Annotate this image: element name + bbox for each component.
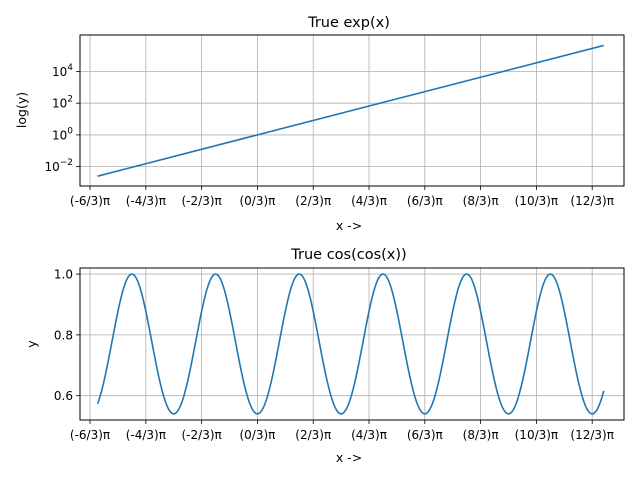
coscos-x-tick-label: (12/3)π	[570, 428, 614, 442]
exp-x-ticks: (-6/3)π (-4/3)π (-2/3)π (0/3)π (2/3)π (4/3)π (…	[70, 186, 614, 208]
exp-y-tick-base: 10	[44, 160, 59, 174]
coscos-x-tick-label: (6/3)π	[407, 428, 443, 442]
coscos-x-tick-label: (-6/3)π	[70, 428, 110, 442]
exp-x-tick-label: (-2/3)π	[182, 194, 222, 208]
exp-x-tick-label: (8/3)π	[463, 194, 499, 208]
coscos-y-ticks: 0.6 0.8 1.0	[54, 268, 80, 403]
coscos-x-tick-label: (2/3)π	[295, 428, 331, 442]
coscos-x-ticks: (-6/3)π (-4/3)π (-2/3)π (0/3)π (2/3)π (4/3)π (…	[70, 420, 614, 442]
exp-y-tick-label: 102	[52, 95, 73, 111]
exp-y-tick-label: 104	[52, 63, 73, 79]
coscos-x-tick-label: (-2/3)π	[182, 428, 222, 442]
exp-grid	[80, 35, 624, 186]
exp-series-line	[97, 44, 604, 177]
exp-y-tick-exponent: 4	[67, 63, 73, 73]
coscos-y-tick-label: 0.8	[54, 328, 73, 342]
exp-x-tick-label: (12/3)π	[570, 194, 614, 208]
exp-y-tick-base: 10	[52, 128, 67, 142]
exp-series	[97, 44, 604, 177]
exp-x-axis-label: x ->	[336, 218, 362, 233]
exp-y-tick-base: 10	[52, 97, 67, 111]
exp-x-tick-label: (6/3)π	[407, 194, 443, 208]
exp-y-tick-label: 100	[52, 126, 73, 142]
exp-y-tick-exponent: 2	[67, 95, 73, 105]
exp-x-tick-label: (-4/3)π	[126, 194, 166, 208]
coscos-x-tick-label: (-4/3)π	[126, 428, 166, 442]
coscos-y-tick-label: 0.6	[54, 389, 73, 403]
coscos-x-tick-label: (4/3)π	[351, 428, 387, 442]
exp-x-tick-label: (10/3)π	[515, 194, 559, 208]
exp-axes-frame	[79, 34, 625, 187]
coscos-axes-frame	[79, 267, 625, 421]
exp-x-tick-label: (4/3)π	[351, 194, 387, 208]
coscos-series-line	[96, 273, 605, 415]
exp-y-tick-exponent: −2	[60, 158, 73, 168]
coscos-y-tick-label: 1.0	[54, 268, 73, 282]
coscos-panel: (-6/3)π (-4/3)π (-2/3)π (0/3)π (2/3)π (4/3)π (…	[24, 247, 625, 465]
exp-title: True exp(x)	[307, 15, 390, 31]
exp-y-tick-label: 10−2	[44, 158, 73, 174]
coscos-x-tick-label: (10/3)π	[515, 428, 559, 442]
coscos-series	[96, 273, 605, 415]
coscos-title: True cos(cos(x))	[290, 247, 406, 263]
coscos-grid	[80, 268, 624, 420]
exp-y-axis-label: log(y)	[14, 92, 29, 128]
exp-y-tick-exponent: 0	[67, 126, 73, 136]
coscos-y-axis-label: y	[24, 340, 39, 348]
coscos-x-tick-label: (8/3)π	[463, 428, 499, 442]
exp-x-tick-label: (2/3)π	[295, 194, 331, 208]
coscos-x-axis-label: x ->	[336, 450, 362, 465]
exp-x-tick-label: (0/3)π	[239, 194, 275, 208]
exp-x-tick-label: (-6/3)π	[70, 194, 110, 208]
exp-panel: (-6/3)π (-4/3)π (-2/3)π (0/3)π (2/3)π (4/3)π (…	[14, 15, 625, 233]
exp-y-tick-base: 10	[52, 65, 67, 79]
coscos-x-tick-label: (0/3)π	[239, 428, 275, 442]
